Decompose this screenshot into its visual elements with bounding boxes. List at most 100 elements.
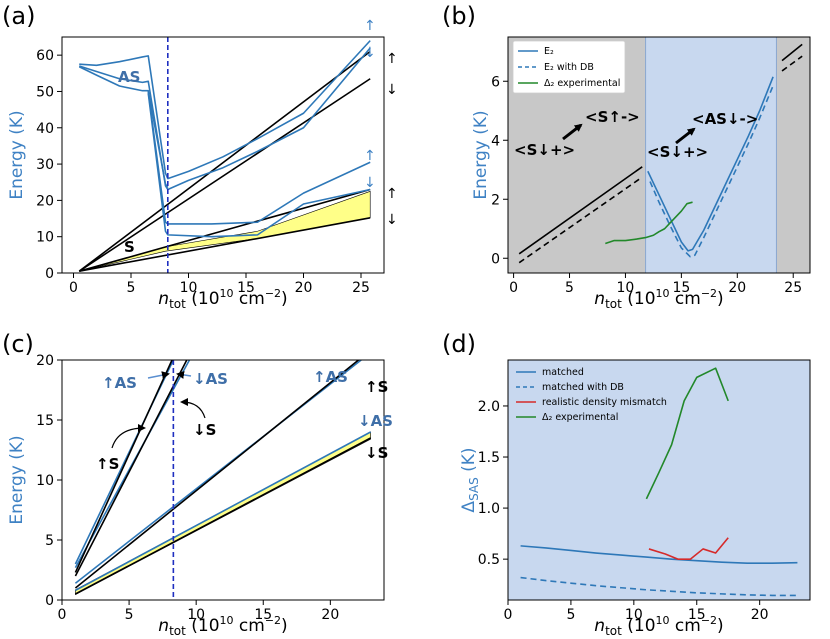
y-tick-label: 0 <box>491 251 500 267</box>
y-tick-label: 5 <box>45 533 54 549</box>
panel-c: (c) 0 5 10 15 20 0 5 10 15 20 ntot (1010 cm−2) En… <box>2 330 393 638</box>
panel-b-frame <box>507 36 811 274</box>
panel-c-annotation-blue-1: ↑AS <box>102 374 137 392</box>
series-line-5 <box>649 85 774 258</box>
y-tick-label: 10 <box>36 230 54 246</box>
plot-background <box>508 360 810 600</box>
series-line-7 <box>75 437 371 595</box>
spin-down-arrow-icon: ↓ <box>386 82 398 98</box>
panel-b: (b) 0 5 10 15 20 25 0 2 4 6 ntot (1010 cm−2) Ener… <box>442 2 811 311</box>
panel-a-label: (a) <box>2 2 35 30</box>
pointer-arrow-icon <box>147 371 170 380</box>
x-tick-label: 25 <box>784 280 802 296</box>
x-tick-label: 0 <box>504 607 513 623</box>
panel-a-annotation-S: S <box>124 238 135 256</box>
series-line-0 <box>78 50 371 272</box>
series-line-1 <box>520 576 798 597</box>
spin-down-arrow-icon: ↓ <box>364 45 376 61</box>
series-line-5 <box>79 47 371 191</box>
series-line-4 <box>647 76 774 252</box>
y-tick-label: 20 <box>36 353 54 369</box>
y-tick-label: 60 <box>36 48 54 64</box>
panel-d-plot-area <box>508 360 810 600</box>
y-tick-label: 20 <box>36 193 54 209</box>
x-tick-label: 10 <box>180 280 198 296</box>
pointer-arrow-icon <box>176 370 192 379</box>
x-tick-label: 20 <box>751 607 769 623</box>
x-tick-label: 10 <box>617 280 635 296</box>
panel-a-ticks: 0 5 10 15 20 25 0 10 20 30 40 50 60 <box>36 48 370 296</box>
y-tick-label: 2.0 <box>478 399 500 415</box>
panel-c-annotation-black-2: ↓S <box>193 421 216 439</box>
x-tick-label: 20 <box>295 280 313 296</box>
panel-d-ylabel: ΔSAS (K) <box>459 447 481 512</box>
panel-d-xlabel: ntot (1010 cm−2) <box>594 614 723 638</box>
x-tick-label: 25 <box>352 280 370 296</box>
x-tick-label: 0 <box>509 280 518 296</box>
series-line-6 <box>605 201 693 245</box>
spin-down-arrow-icon: ↓ <box>386 212 398 228</box>
series-line-2 <box>648 537 729 560</box>
y-tick-label: 0.5 <box>478 552 500 568</box>
panel-b-annotation-1: <S↓+> <box>514 141 575 159</box>
y-tick-label: 30 <box>36 157 54 173</box>
x-tick-label: 15 <box>237 280 255 296</box>
legend-box <box>512 40 626 94</box>
panel-a-ylabel: Energy (K) <box>7 110 27 199</box>
x-tick-label: 5 <box>565 280 574 296</box>
x-tick-label: 0 <box>69 280 78 296</box>
y-tick-label: 2 <box>491 192 500 208</box>
x-tick-label: 5 <box>566 607 575 623</box>
y-tick-label: 10 <box>36 473 54 489</box>
series-line-3 <box>79 217 371 272</box>
y-tick-label: 50 <box>36 84 54 100</box>
x-tick-label: 0 <box>58 607 67 623</box>
panel-c-annotation-black-1: ↑S <box>96 455 119 473</box>
panel-d: (d) 0 5 10 15 20 0.5 1.0 1.5 2.0 ntot (1010 cm−2… <box>442 330 811 638</box>
panel-d-label: (d) <box>442 330 476 358</box>
series-line-2 <box>781 43 803 62</box>
series-line-5 <box>74 360 360 589</box>
panel-d-frame <box>507 359 811 601</box>
series-line-3 <box>781 55 803 72</box>
panel-b-label: (b) <box>442 2 476 30</box>
y-tick-label: 0 <box>45 266 54 282</box>
y-tick-label: 4 <box>491 133 500 149</box>
series-line-4 <box>79 40 371 180</box>
spin-up-arrow-icon: ↑ <box>386 51 398 67</box>
legend-label-mismatch: realistic density mismatch <box>542 397 667 408</box>
panel-c-ticks: 0 5 10 15 20 0 5 10 15 20 <box>36 353 339 623</box>
panel-a-frame <box>61 36 385 274</box>
panel-b-legend: E₂ E₂ with DB Δ₂ experimental <box>512 40 626 94</box>
panel-a-annotation-AS: AS <box>118 68 140 86</box>
spin-down-arrow-icon: ↓ <box>364 175 376 191</box>
series-line-8 <box>147 93 371 238</box>
series-line-2 <box>74 360 173 573</box>
panel-b-annotation-3: <S↓+> <box>647 143 708 161</box>
series-line-6 <box>78 66 169 189</box>
series-line-2 <box>79 188 371 272</box>
legend-label-matched-db: matched with DB <box>542 382 624 393</box>
panel-c-label: (c) <box>2 330 34 358</box>
spin-up-arrow-icon: ↑ <box>364 18 376 34</box>
legend-label-delta2: Δ₂ experimental <box>542 412 618 423</box>
x-tick-label: 10 <box>187 607 205 623</box>
arrow-icon <box>562 123 583 141</box>
series-line-1 <box>78 78 371 272</box>
shaded-region-2 <box>776 37 810 273</box>
panel-a-plot-area <box>78 37 371 273</box>
panel-a-xlabel: ntot (1010 cm−2) <box>158 287 287 311</box>
series-line-3 <box>645 367 729 500</box>
panel-c-frame <box>61 359 385 601</box>
x-tick-label: 20 <box>321 607 339 623</box>
legend-label-e2: E₂ <box>544 46 554 57</box>
spin-up-arrow-icon: ↑ <box>364 148 376 164</box>
panel-c-ylabel: Energy (K) <box>7 435 27 524</box>
y-tick-label: 40 <box>36 121 54 137</box>
y-tick-label: 1.0 <box>478 501 500 517</box>
panel-c-annotation-blue-2: ↓AS <box>193 370 228 388</box>
y-tick-label: 0 <box>45 593 54 609</box>
panel-c-annotation-black-3: ↑S <box>365 378 388 396</box>
x-tick-label: 15 <box>254 607 272 623</box>
